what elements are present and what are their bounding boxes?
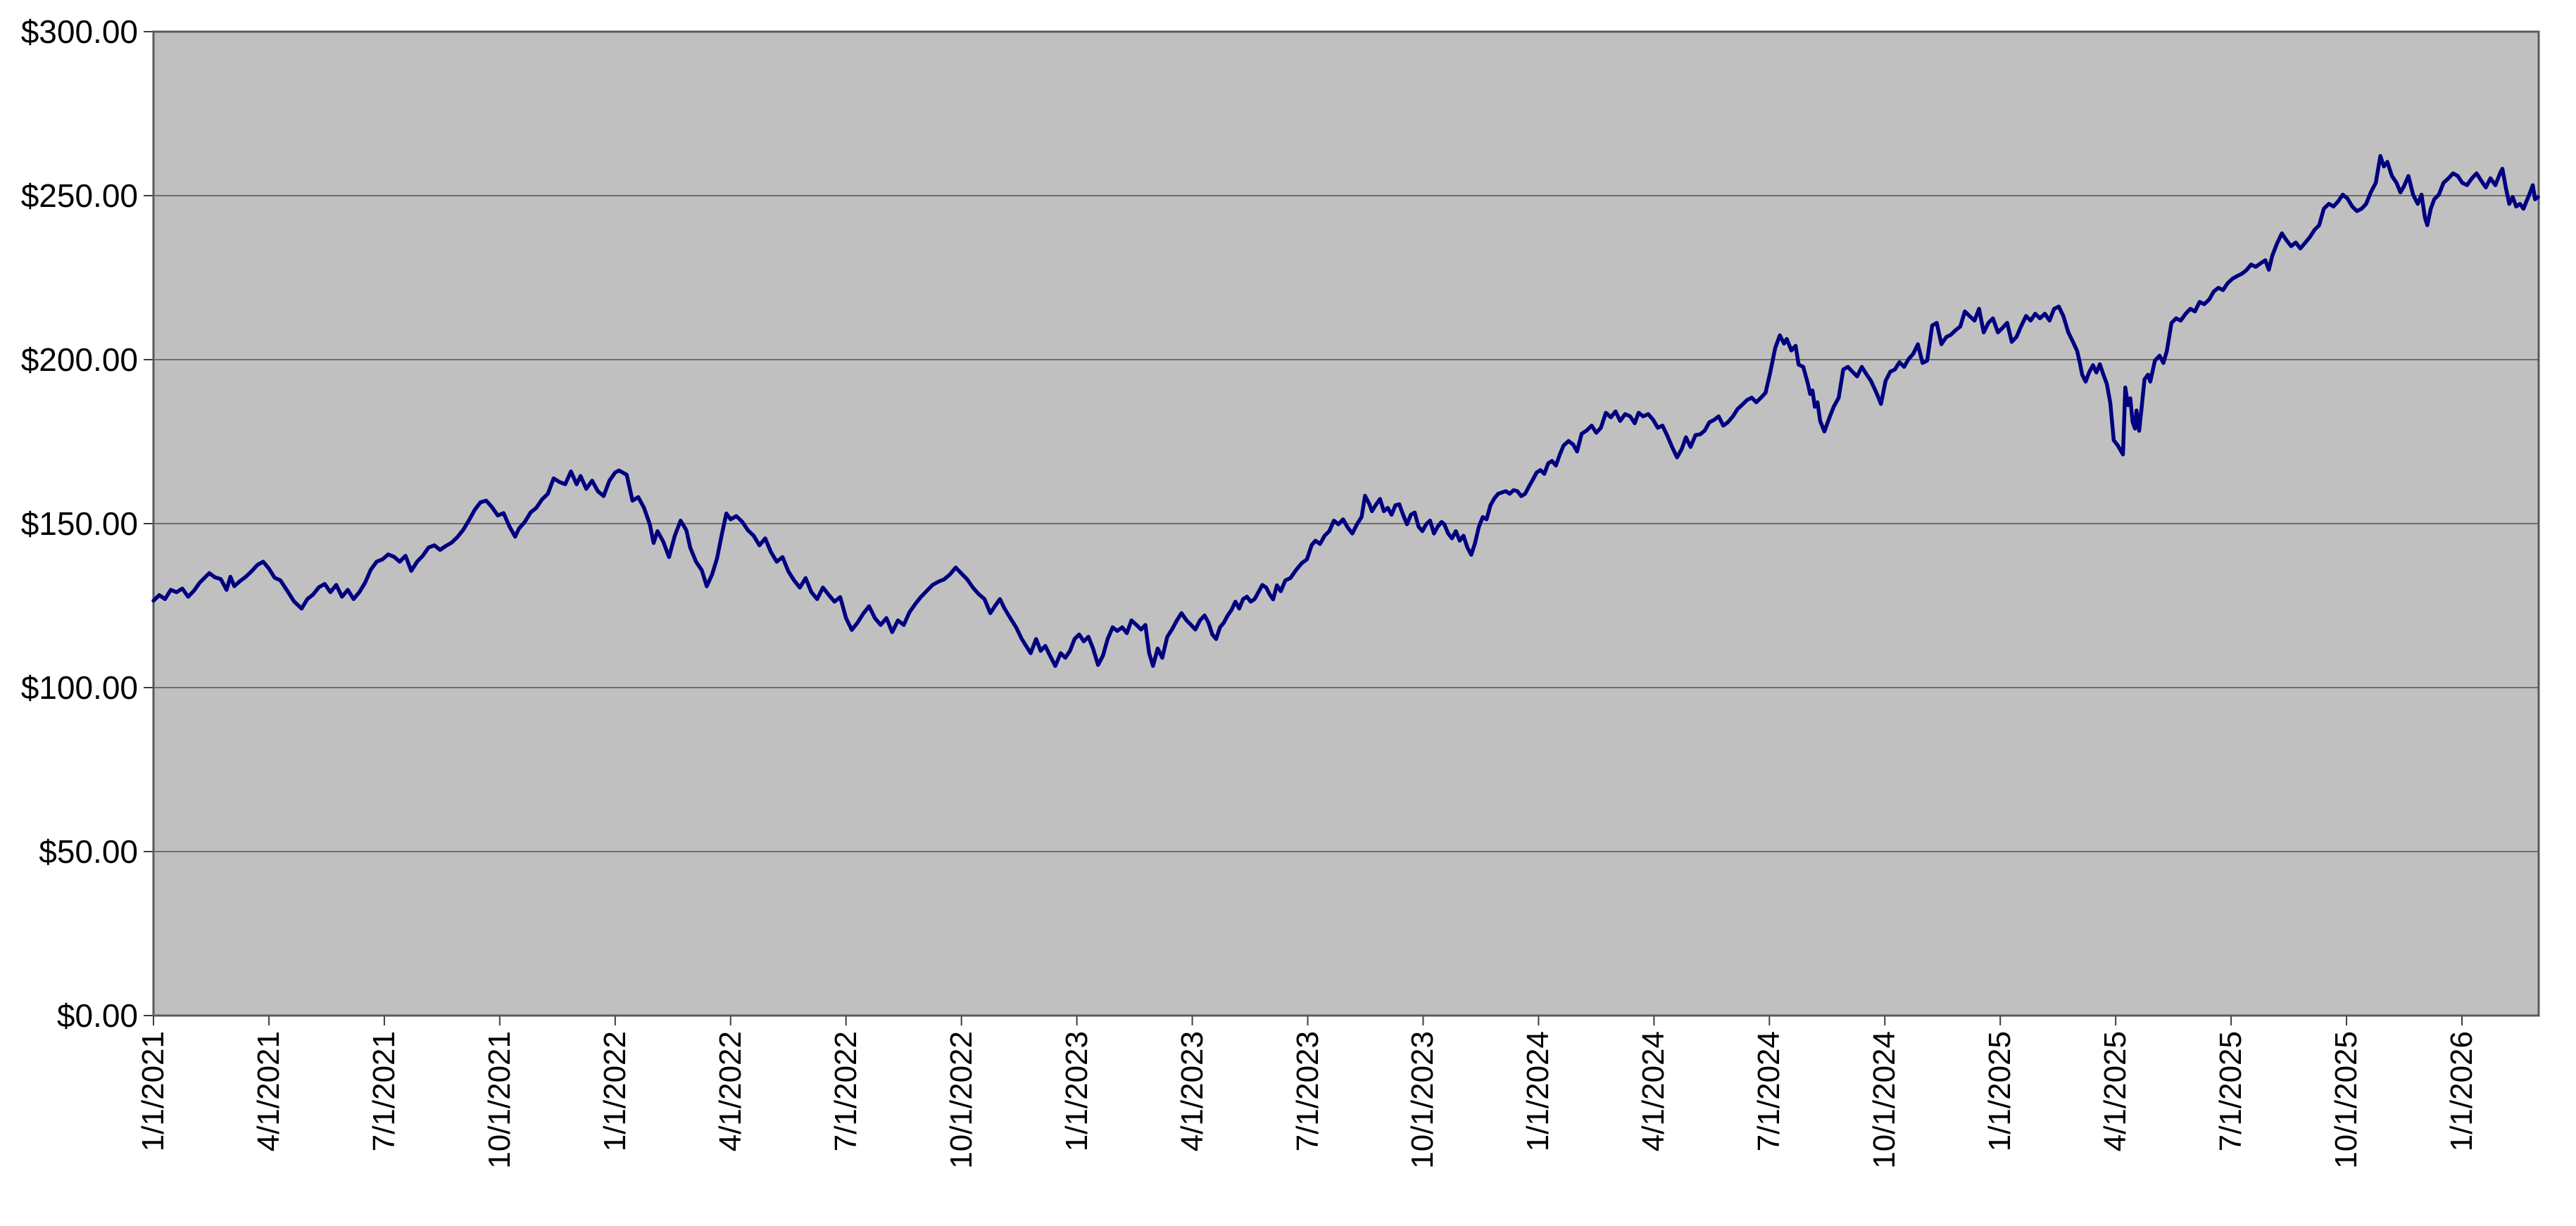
price-line xyxy=(151,153,2540,668)
y-axis-label: $50.00 xyxy=(39,833,138,870)
y-axis-label: $100.00 xyxy=(20,669,138,706)
y-axis-label: $300.00 xyxy=(20,13,138,50)
y-axis-label: $200.00 xyxy=(20,341,138,378)
plot-border xyxy=(152,30,2540,1017)
y-axis-label: $250.00 xyxy=(20,177,138,214)
axis-tick-marks xyxy=(144,31,2463,1025)
y-axis-label: $150.00 xyxy=(20,505,138,542)
y-axis-label: $0.00 xyxy=(56,997,138,1034)
